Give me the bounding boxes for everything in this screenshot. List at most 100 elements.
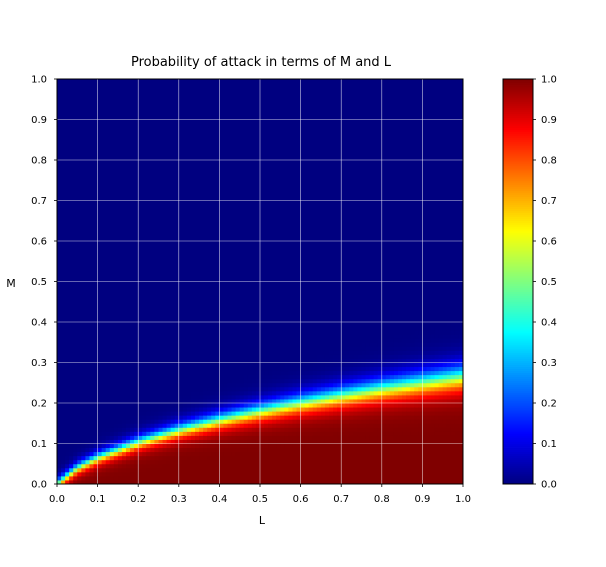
heatmap-cell bbox=[97, 354, 103, 359]
heatmap-cell bbox=[126, 447, 131, 453]
heatmap-cell bbox=[146, 200, 151, 206]
heatmap-cell bbox=[142, 180, 147, 185]
heatmap-cell bbox=[190, 220, 196, 226]
heatmap-cell bbox=[203, 463, 208, 469]
heatmap-cell bbox=[170, 289, 176, 295]
heatmap-cell bbox=[178, 95, 184, 100]
heatmap-cell bbox=[85, 107, 90, 112]
heatmap-cell bbox=[247, 463, 253, 469]
heatmap-cell bbox=[174, 334, 180, 339]
heatmap-cell bbox=[223, 208, 229, 214]
heatmap-cell bbox=[73, 305, 78, 311]
heatmap-cell bbox=[134, 281, 139, 287]
heatmap-cell bbox=[101, 127, 107, 133]
heatmap-cell bbox=[247, 411, 253, 416]
heatmap-cell bbox=[255, 455, 261, 461]
heatmap-cell bbox=[239, 220, 245, 226]
heatmap-cell bbox=[65, 338, 70, 343]
heatmap-cell bbox=[170, 411, 176, 416]
heatmap-cell bbox=[126, 147, 131, 153]
heatmap-cell bbox=[130, 471, 135, 477]
heatmap-cell bbox=[215, 366, 220, 372]
heatmap-cell bbox=[134, 317, 139, 323]
heatmap-cell bbox=[166, 277, 172, 282]
heatmap-cell bbox=[211, 362, 216, 368]
heatmap-cell bbox=[154, 317, 159, 323]
heatmap-cell bbox=[215, 439, 220, 444]
heatmap-cell bbox=[207, 398, 212, 404]
heatmap-cell bbox=[146, 277, 151, 282]
heatmap-cell bbox=[126, 127, 131, 133]
heatmap-cell bbox=[251, 309, 257, 315]
heatmap-cell bbox=[69, 289, 74, 295]
heatmap-cell bbox=[174, 305, 180, 311]
heatmap-cell bbox=[126, 253, 131, 258]
heatmap-cell bbox=[57, 119, 62, 125]
heatmap-cell bbox=[170, 95, 176, 100]
heatmap-cell bbox=[134, 285, 139, 291]
heatmap-cell bbox=[207, 455, 212, 461]
heatmap-cell bbox=[239, 431, 245, 436]
heatmap-cell bbox=[142, 342, 147, 347]
heatmap-cell bbox=[199, 334, 204, 339]
heatmap-cell bbox=[57, 204, 62, 210]
heatmap-cell bbox=[73, 435, 78, 440]
heatmap-cell bbox=[142, 245, 147, 250]
heatmap-cell bbox=[97, 228, 103, 234]
heatmap-cell bbox=[211, 459, 216, 465]
heatmap-cell bbox=[211, 407, 216, 412]
heatmap-cell bbox=[219, 378, 224, 384]
heatmap-cell bbox=[203, 216, 208, 222]
heatmap-cell bbox=[57, 362, 62, 368]
heatmap-cell bbox=[199, 99, 204, 104]
heatmap-cell bbox=[211, 366, 216, 372]
heatmap-cell bbox=[195, 115, 200, 120]
heatmap-cell bbox=[243, 269, 249, 274]
heatmap-cell bbox=[77, 160, 82, 165]
heatmap-cell bbox=[166, 196, 172, 201]
heatmap-cell bbox=[85, 382, 90, 388]
heatmap-cell bbox=[215, 362, 220, 368]
heatmap-cell bbox=[158, 232, 164, 238]
heatmap-cell bbox=[178, 111, 184, 116]
heatmap-cell bbox=[109, 123, 115, 129]
heatmap-cell bbox=[154, 427, 159, 432]
heatmap-cell bbox=[186, 459, 192, 465]
heatmap-cell bbox=[255, 330, 261, 335]
heatmap-cell bbox=[199, 443, 204, 449]
heatmap-cell bbox=[113, 184, 119, 189]
heatmap-cell bbox=[231, 119, 237, 125]
heatmap-cell bbox=[105, 123, 111, 129]
heatmap-cell bbox=[89, 228, 95, 234]
heatmap-cell bbox=[235, 241, 241, 246]
heatmap-cell bbox=[199, 378, 204, 384]
heatmap-cell bbox=[101, 115, 107, 120]
heatmap-cell bbox=[101, 155, 107, 161]
heatmap-cell bbox=[162, 447, 168, 453]
heatmap-cell bbox=[57, 435, 62, 440]
heatmap-cell bbox=[199, 386, 204, 392]
heatmap-cell bbox=[219, 411, 224, 416]
heatmap-cell bbox=[207, 232, 212, 238]
heatmap-cell bbox=[207, 285, 212, 291]
heatmap-cell bbox=[231, 184, 237, 189]
heatmap-cell bbox=[166, 115, 172, 120]
heatmap-cell bbox=[69, 370, 74, 376]
heatmap-cell bbox=[101, 131, 107, 137]
heatmap-cell bbox=[126, 309, 131, 315]
heatmap-cell bbox=[89, 277, 95, 282]
heatmap-cell bbox=[182, 427, 188, 432]
heatmap-cell bbox=[227, 168, 233, 173]
heatmap-cell bbox=[154, 313, 159, 319]
heatmap-cell bbox=[117, 184, 123, 189]
heatmap-cell bbox=[126, 411, 131, 416]
heatmap-cell bbox=[170, 415, 176, 420]
heatmap-cell bbox=[150, 330, 155, 335]
heatmap-cell bbox=[174, 135, 180, 141]
heatmap-cell bbox=[154, 200, 159, 206]
heatmap-cell bbox=[126, 370, 131, 376]
heatmap-cell bbox=[113, 143, 119, 149]
heatmap-cell bbox=[166, 447, 172, 453]
heatmap-cell bbox=[227, 127, 233, 133]
heatmap-cell bbox=[101, 83, 107, 88]
